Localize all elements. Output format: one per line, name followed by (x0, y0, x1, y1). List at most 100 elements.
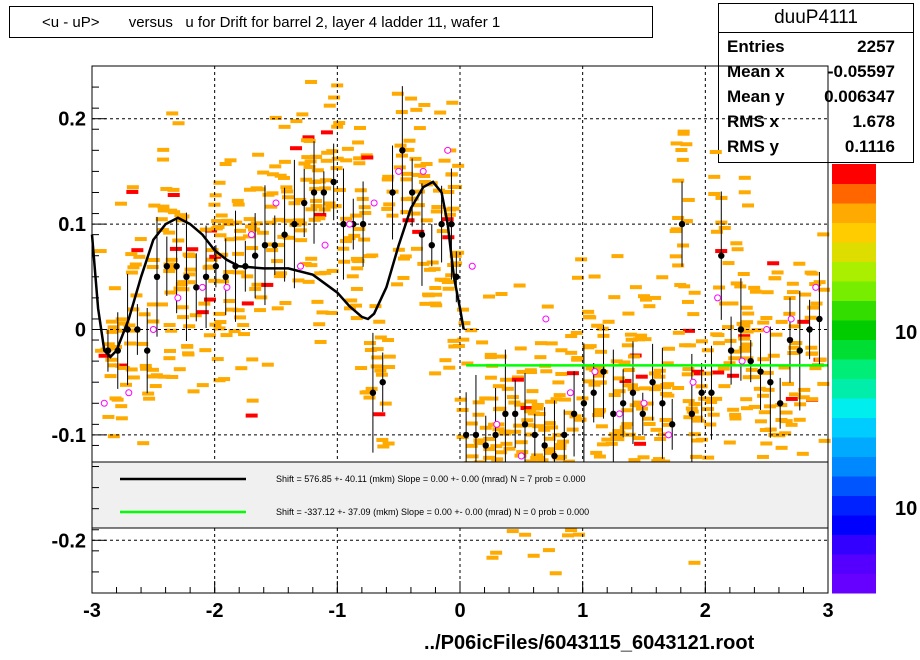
histogram-cell (562, 533, 575, 538)
histogram-cell (612, 376, 625, 381)
histogram-cell (649, 371, 662, 376)
profile-point (786, 336, 794, 344)
histogram-cell (729, 349, 742, 354)
histogram-cell (383, 354, 396, 359)
histogram-cell (290, 146, 303, 151)
histogram-cell (217, 279, 230, 284)
histogram-cell (550, 397, 563, 402)
profile-point (163, 263, 171, 270)
histogram-cell (506, 529, 519, 534)
histogram-cell (741, 356, 754, 361)
histogram-cell (749, 289, 762, 294)
histogram-cell (457, 337, 470, 342)
histogram-cell (104, 374, 117, 379)
histogram-cell (293, 218, 306, 223)
histogram-cell (232, 202, 245, 207)
histogram-cell (318, 207, 331, 212)
histogram-cell (277, 175, 290, 180)
histogram-cell (414, 163, 427, 168)
histogram-cell (739, 346, 752, 351)
histogram-cell (641, 401, 654, 406)
histogram-cell (549, 571, 562, 576)
histogram-cell (682, 197, 695, 202)
histogram-cell (622, 383, 635, 388)
histogram-cell (610, 434, 623, 439)
histogram-cell (458, 321, 471, 326)
histogram-cell (680, 142, 693, 147)
histogram-cell (710, 396, 723, 401)
histogram-cell (346, 274, 359, 279)
histogram-cell (214, 233, 227, 238)
histogram-cell (213, 180, 226, 185)
histogram-cell (778, 365, 791, 370)
palette-cell (832, 573, 876, 594)
stats-key: Mean x (727, 62, 785, 81)
histogram-cell (543, 436, 556, 441)
histogram-cell (740, 305, 753, 310)
histogram-cell (688, 560, 701, 565)
histogram-cell (683, 343, 696, 348)
histogram-cell (608, 295, 621, 300)
open-point (812, 283, 820, 291)
histogram-cell (147, 319, 160, 324)
open-point (738, 357, 746, 365)
histogram-cell (355, 366, 368, 371)
histogram-cell (299, 261, 312, 266)
histogram-cell (172, 121, 185, 126)
histogram-cell (622, 367, 635, 372)
profile-point (580, 400, 588, 407)
stats-name: duuP4111 (719, 4, 913, 33)
histogram-cell (722, 261, 735, 266)
histogram-cell (397, 275, 410, 280)
histogram-cell (234, 228, 247, 233)
histogram-cell (266, 248, 279, 253)
histogram-cell (452, 250, 465, 255)
histogram-cell (594, 408, 607, 413)
histogram-cell (237, 323, 250, 328)
palette-cell (832, 281, 876, 301)
histogram-cell (498, 429, 511, 434)
histogram-cell (612, 437, 625, 442)
histogram-cell (748, 404, 761, 409)
histogram-cell (94, 249, 107, 254)
x-tick-label: -3 (83, 600, 101, 622)
histogram-cell (183, 253, 196, 258)
legend: Shift = 576.85 +- 40.11 (mkm) Slope = 0.… (91, 461, 829, 529)
palette-cell (832, 339, 876, 360)
histogram-cell (117, 365, 130, 370)
histogram-cell (263, 242, 276, 247)
histogram-cell (486, 555, 499, 560)
histogram-cell (382, 174, 395, 179)
histogram-cell (245, 224, 258, 229)
histogram-cell (156, 228, 169, 233)
color-palette: 10 10 (832, 164, 917, 594)
open-point (395, 167, 403, 175)
x-tick-label: -1 (328, 600, 346, 622)
histogram-cell (659, 417, 672, 422)
histogram-cell (128, 328, 141, 333)
histogram-cell (692, 418, 705, 423)
histogram-cell (456, 307, 469, 312)
histogram-cell (295, 238, 308, 243)
profile-point (610, 410, 617, 418)
histogram-cell (557, 439, 570, 444)
open-point (493, 420, 501, 428)
histogram-cell (544, 450, 557, 455)
histogram-cell (209, 254, 222, 259)
histogram-cell (642, 416, 655, 421)
open-point (566, 389, 574, 397)
histogram-cell (157, 157, 170, 162)
histogram-cell (540, 369, 553, 374)
histogram-cell (102, 342, 115, 347)
histogram-cell (527, 553, 540, 558)
profile-point (183, 273, 190, 280)
palette-cell (832, 164, 876, 184)
histogram-cell (443, 212, 456, 217)
histogram-cell (220, 333, 233, 338)
histogram-cell (114, 201, 127, 206)
histogram-cell (364, 347, 377, 352)
x-tick-label: 3 (822, 600, 833, 622)
histogram-cell (202, 265, 215, 270)
histogram-cell (165, 328, 178, 333)
histogram-cell (619, 378, 632, 383)
